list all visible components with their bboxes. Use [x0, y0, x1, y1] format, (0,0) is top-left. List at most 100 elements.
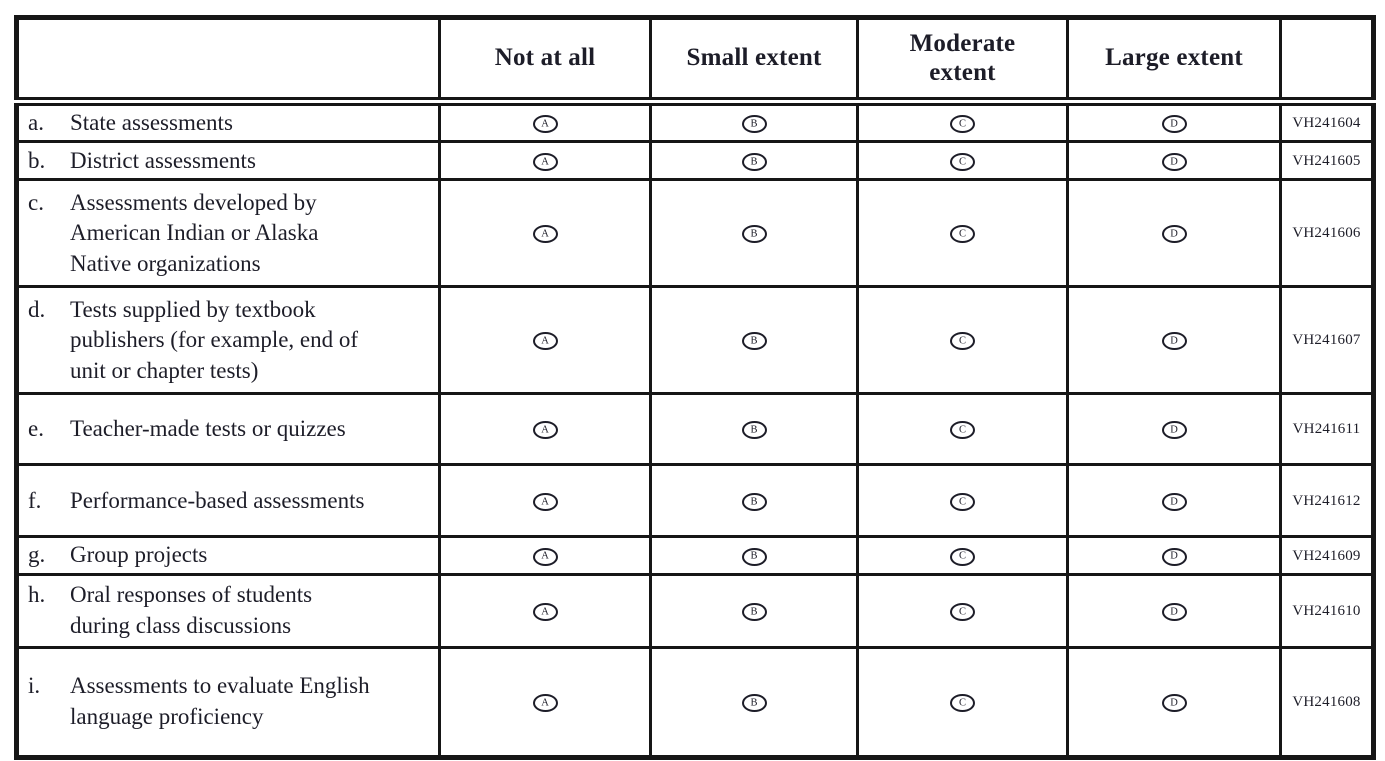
option-cell: C — [856, 178, 1069, 289]
option-bubble-b[interactable]: B — [741, 693, 767, 712]
option-bubble-d[interactable]: D — [1161, 115, 1187, 134]
code-cell: VH241608 — [1279, 645, 1375, 759]
code-cell: VH241604 — [1279, 99, 1375, 144]
option-bubble-a[interactable]: A — [532, 693, 558, 712]
option-cell: B — [649, 140, 859, 182]
option-bubble-b[interactable]: B — [741, 225, 767, 244]
item-cell: a. State assessments — [15, 99, 441, 144]
row-code: VH241609 — [1292, 547, 1361, 564]
option-bubble-a[interactable]: A — [532, 547, 558, 566]
column-header-small-extent: Small extent — [649, 16, 859, 106]
row-label: Tests supplied by textbook publishers (f… — [70, 296, 359, 383]
row-code: VH241605 — [1292, 152, 1361, 169]
option-bubble-a[interactable]: A — [532, 602, 558, 621]
option-bubble-d[interactable]: D — [1161, 602, 1187, 621]
row-label: Oral responses of students during class … — [70, 582, 313, 638]
option-bubble-c[interactable]: C — [950, 602, 975, 621]
table-row: b. District assessments A B C D VH241605 — [15, 140, 1375, 182]
code-cell: VH241606 — [1279, 178, 1375, 289]
row-letter: h. — [28, 582, 46, 608]
option-bubble-a[interactable]: A — [532, 492, 558, 511]
survey-table-body: a. State assessments A B C D VH241604 b.… — [15, 99, 1375, 759]
item-cell: e. Teacher-made tests or quizzes — [15, 392, 441, 467]
code-cell: VH241605 — [1279, 140, 1375, 182]
option-cell: C — [856, 645, 1069, 759]
row-letter: a. — [28, 110, 44, 135]
code-cell: VH241611 — [1279, 392, 1375, 467]
option-cell: B — [649, 645, 859, 759]
option-bubble-d[interactable]: D — [1161, 421, 1187, 440]
table-row: g. Group projects A B C D VH241609 — [15, 535, 1375, 576]
column-header-moderate-extent: Moderate extent — [856, 16, 1069, 106]
option-cell: A — [438, 99, 652, 144]
row-code: VH241607 — [1292, 332, 1361, 349]
option-bubble-c[interactable]: C — [950, 492, 975, 511]
code-cell: VH241610 — [1279, 572, 1375, 649]
option-bubble-d[interactable]: D — [1161, 332, 1187, 351]
option-bubble-b[interactable]: B — [741, 115, 767, 134]
option-cell: D — [1066, 285, 1282, 396]
option-bubble-b[interactable]: B — [741, 332, 767, 351]
option-bubble-b[interactable]: B — [741, 421, 767, 440]
item-cell: f. Performance-based assessments — [15, 463, 441, 539]
option-bubble-d[interactable]: D — [1161, 492, 1187, 511]
option-bubble-d[interactable]: D — [1161, 152, 1187, 171]
option-cell: B — [649, 99, 859, 144]
option-bubble-a[interactable]: A — [532, 225, 558, 244]
option-bubble-c[interactable]: C — [950, 693, 975, 712]
option-bubble-a[interactable]: A — [532, 421, 558, 440]
row-letter: f. — [28, 487, 42, 513]
item-cell: c. Assessments developed by American Ind… — [15, 178, 441, 289]
option-bubble-b[interactable]: B — [741, 547, 767, 566]
option-bubble-b[interactable]: B — [741, 492, 767, 511]
option-bubble-a[interactable]: A — [532, 152, 558, 171]
item-cell: d. Tests supplied by textbook publishers… — [15, 285, 441, 396]
code-cell: VH241609 — [1279, 535, 1375, 576]
option-bubble-a[interactable]: A — [532, 332, 558, 351]
item-cell: b. District assessments — [15, 140, 441, 182]
option-bubble-a[interactable]: A — [532, 115, 558, 134]
row-label: District assessments — [70, 147, 256, 173]
option-cell: C — [856, 285, 1069, 396]
option-cell: A — [438, 392, 652, 467]
option-bubble-d[interactable]: D — [1161, 547, 1187, 566]
option-bubble-d[interactable]: D — [1161, 225, 1187, 244]
column-header-large-extent: Large extent — [1066, 16, 1282, 106]
survey-table-header: Not at all Small extent Moderate extent … — [15, 16, 1375, 106]
option-cell: A — [438, 645, 652, 759]
option-cell: D — [1066, 572, 1282, 649]
option-bubble-c[interactable]: C — [950, 421, 975, 440]
option-bubble-c[interactable]: C — [950, 115, 975, 134]
option-cell: C — [856, 140, 1069, 182]
option-cell: C — [856, 535, 1069, 576]
table-row: a. State assessments A B C D VH241604 — [15, 99, 1375, 144]
row-code: VH241606 — [1292, 225, 1361, 242]
table-row: i. Assessments to evaluate English langu… — [15, 645, 1375, 759]
item-cell: h. Oral responses of students during cla… — [15, 572, 441, 649]
option-bubble-c[interactable]: C — [950, 225, 975, 244]
option-cell: B — [649, 463, 859, 539]
row-code: VH241611 — [1292, 421, 1361, 438]
option-cell: C — [856, 572, 1069, 649]
corner-header — [15, 16, 441, 106]
option-bubble-c[interactable]: C — [950, 332, 975, 351]
option-bubble-b[interactable]: B — [741, 602, 767, 621]
option-bubble-c[interactable]: C — [950, 547, 975, 566]
row-letter: d. — [28, 296, 46, 322]
row-code: VH241608 — [1292, 693, 1361, 710]
option-cell: D — [1066, 178, 1282, 289]
table-row: f. Performance-based assessments A B C D… — [15, 463, 1375, 539]
option-cell: C — [856, 392, 1069, 467]
row-label: Group projects — [70, 542, 208, 568]
row-letter: i. — [28, 673, 41, 699]
option-bubble-c[interactable]: C — [950, 152, 975, 171]
option-bubble-b[interactable]: B — [741, 152, 767, 171]
option-cell: D — [1066, 99, 1282, 144]
option-bubble-d[interactable]: D — [1161, 693, 1187, 712]
option-cell: D — [1066, 392, 1282, 467]
option-cell: B — [649, 535, 859, 576]
table-row: c. Assessments developed by American Ind… — [15, 178, 1375, 289]
option-cell: A — [438, 572, 652, 649]
option-cell: B — [649, 392, 859, 467]
row-label: Assessments developed by American Indian… — [70, 189, 319, 276]
